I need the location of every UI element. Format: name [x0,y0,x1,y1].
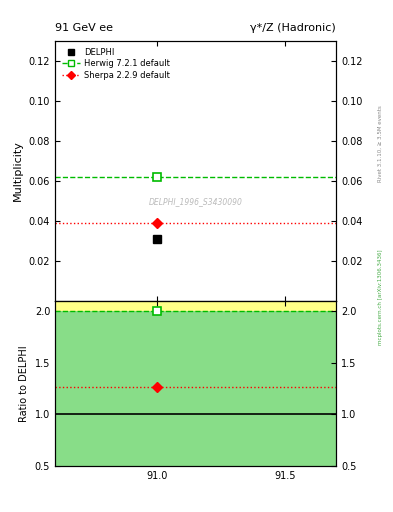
Y-axis label: Ratio to DELPHI: Ratio to DELPHI [19,345,29,421]
Text: γ*/Z (Hadronic): γ*/Z (Hadronic) [250,23,336,33]
Text: 91 GeV ee: 91 GeV ee [55,23,113,33]
Text: DELPHI_1996_S3430090: DELPHI_1996_S3430090 [149,198,242,206]
Text: mcplots.cern.ch [arXiv:1306.3436]: mcplots.cern.ch [arXiv:1306.3436] [378,249,383,345]
Text: Rivet 3.1.10, ≥ 3.5M events: Rivet 3.1.10, ≥ 3.5M events [378,105,383,182]
Y-axis label: Multiplicity: Multiplicity [13,140,23,201]
Legend: DELPHI, Herwig 7.2.1 default, Sherpa 2.2.9 default: DELPHI, Herwig 7.2.1 default, Sherpa 2.2… [59,45,173,82]
